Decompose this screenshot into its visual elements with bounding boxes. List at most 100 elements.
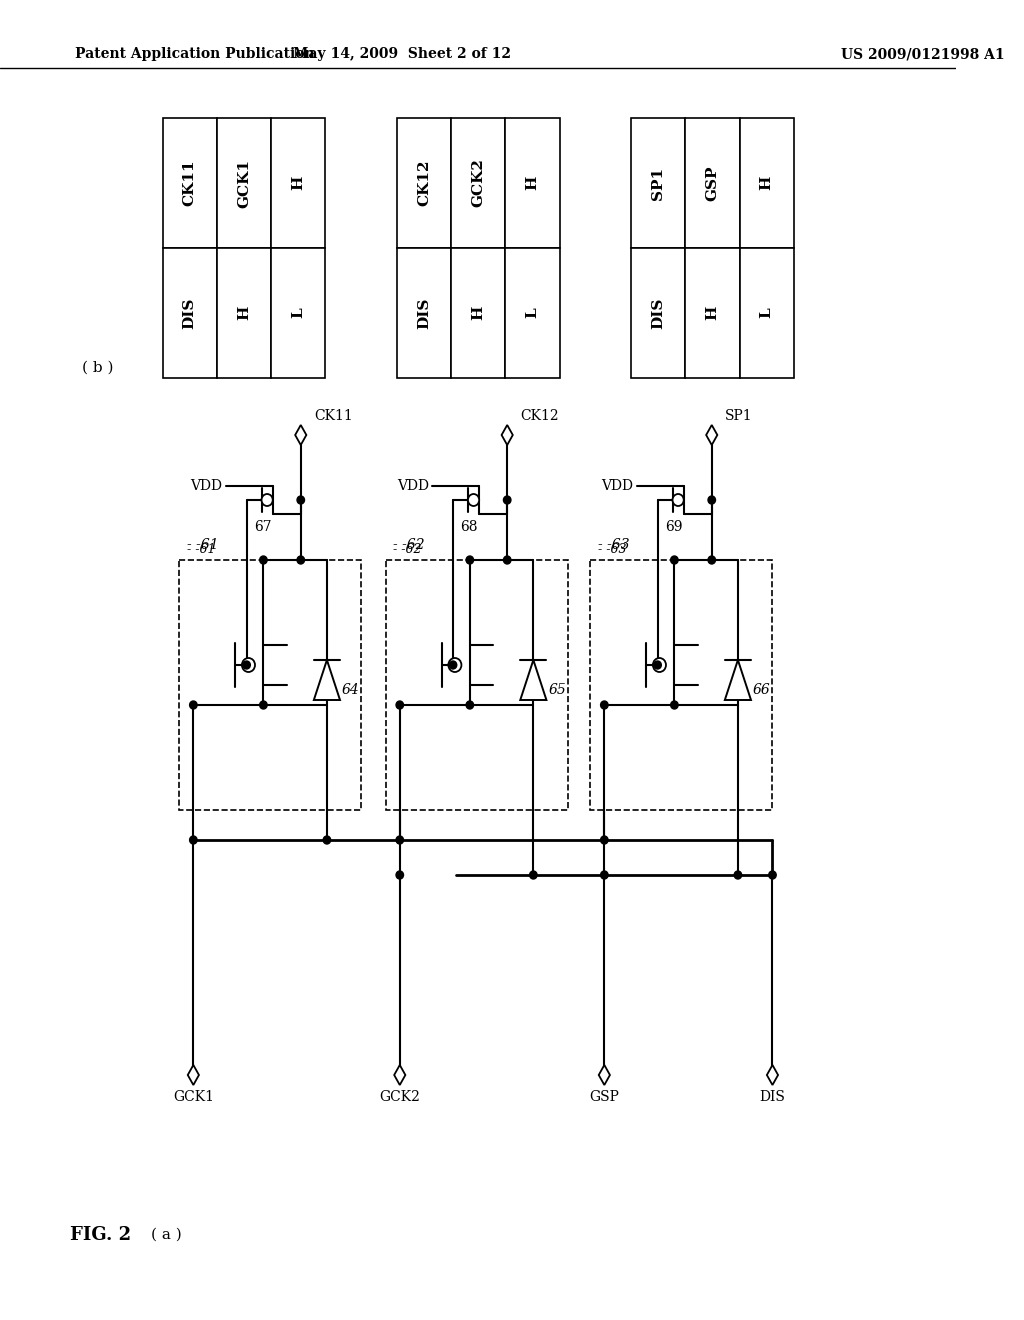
Circle shape (769, 871, 776, 879)
Circle shape (708, 556, 716, 564)
Circle shape (189, 836, 197, 843)
Text: H: H (525, 176, 540, 190)
Circle shape (601, 701, 608, 709)
Circle shape (297, 496, 304, 504)
Circle shape (297, 556, 304, 564)
Text: May 14, 2009  Sheet 2 of 12: May 14, 2009 Sheet 2 of 12 (293, 48, 511, 61)
Circle shape (449, 657, 462, 672)
Bar (590, 560, 772, 810)
Text: DIS: DIS (651, 297, 666, 329)
Bar (217, 248, 271, 378)
Text: - -63: - -63 (598, 539, 630, 552)
Circle shape (734, 871, 741, 879)
Circle shape (673, 494, 684, 506)
Text: L: L (525, 308, 540, 318)
Text: 66: 66 (753, 682, 771, 697)
Text: L: L (291, 308, 305, 318)
Text: CK12: CK12 (417, 160, 431, 206)
Polygon shape (707, 425, 718, 445)
Text: VDD: VDD (190, 479, 222, 492)
Text: CK12: CK12 (520, 409, 559, 422)
Circle shape (466, 556, 473, 564)
Text: SP1: SP1 (651, 166, 666, 199)
Polygon shape (313, 660, 340, 700)
Circle shape (242, 657, 255, 672)
Bar (179, 560, 361, 810)
Bar (632, 248, 685, 378)
Text: 67: 67 (254, 520, 271, 535)
Bar (632, 117, 685, 248)
Bar (386, 560, 568, 810)
Bar (163, 248, 217, 378)
Text: ( a ): ( a ) (152, 1228, 182, 1242)
Text: 68: 68 (461, 520, 478, 535)
Text: 64: 64 (342, 682, 359, 697)
Circle shape (504, 496, 511, 504)
Text: - -61: - -61 (186, 543, 215, 556)
Bar (452, 248, 505, 378)
Text: VDD: VDD (396, 479, 429, 492)
Bar (271, 248, 326, 378)
Bar (217, 117, 271, 248)
Text: SP1: SP1 (725, 409, 753, 422)
Circle shape (324, 836, 331, 843)
Text: GCK2: GCK2 (379, 1090, 420, 1104)
Text: GSP: GSP (706, 165, 720, 201)
Circle shape (671, 701, 678, 709)
Text: L: L (760, 308, 774, 318)
Bar (397, 117, 452, 248)
Polygon shape (295, 425, 306, 445)
Circle shape (396, 701, 403, 709)
Text: CK11: CK11 (182, 160, 197, 206)
Circle shape (654, 661, 662, 669)
Polygon shape (394, 1065, 406, 1085)
Polygon shape (520, 660, 547, 700)
Circle shape (708, 496, 716, 504)
Circle shape (653, 657, 666, 672)
Text: 65: 65 (548, 682, 566, 697)
Text: DIS: DIS (417, 297, 431, 329)
Text: H: H (706, 306, 720, 321)
Circle shape (601, 836, 608, 843)
Text: H: H (760, 176, 774, 190)
Circle shape (671, 556, 678, 564)
Bar (739, 117, 794, 248)
Text: GSP: GSP (590, 1090, 620, 1104)
Circle shape (450, 661, 457, 669)
Bar (739, 248, 794, 378)
Bar (163, 117, 217, 248)
Text: GCK2: GCK2 (471, 158, 485, 207)
Circle shape (466, 701, 473, 709)
Circle shape (601, 871, 608, 879)
Text: - -62: - -62 (393, 543, 422, 556)
Polygon shape (187, 1065, 199, 1085)
Bar (452, 117, 505, 248)
Polygon shape (502, 425, 513, 445)
Text: H: H (291, 176, 305, 190)
Text: DIS: DIS (760, 1090, 785, 1104)
Text: GCK1: GCK1 (237, 158, 251, 207)
Bar (397, 248, 452, 378)
Circle shape (243, 661, 250, 669)
Text: ( b ): ( b ) (82, 360, 114, 375)
Text: VDD: VDD (601, 479, 633, 492)
Text: US 2009/0121998 A1: US 2009/0121998 A1 (841, 48, 1005, 61)
Bar (271, 117, 326, 248)
Circle shape (260, 556, 267, 564)
Text: H: H (237, 306, 251, 321)
Circle shape (396, 836, 403, 843)
Bar (685, 117, 739, 248)
Bar (505, 248, 559, 378)
Text: GCK1: GCK1 (173, 1090, 214, 1104)
Bar (505, 117, 559, 248)
Circle shape (529, 871, 537, 879)
Text: FIG. 2: FIG. 2 (70, 1226, 131, 1243)
Text: - -61: - -61 (186, 539, 218, 552)
Text: - -63: - -63 (598, 543, 627, 556)
Circle shape (261, 494, 272, 506)
Polygon shape (599, 1065, 610, 1085)
Circle shape (504, 556, 511, 564)
Text: - -62: - -62 (393, 539, 425, 552)
Circle shape (260, 701, 267, 709)
Polygon shape (767, 1065, 778, 1085)
